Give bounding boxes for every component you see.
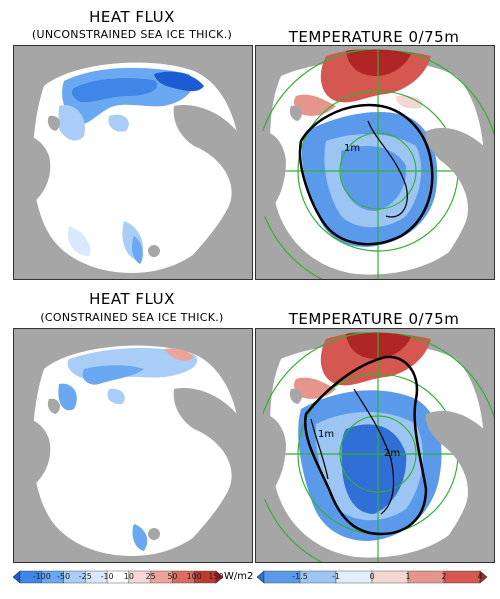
temperature-colorbar-tick-label: 1 <box>405 572 411 581</box>
temperature-colorbar-max-arrow <box>479 570 488 584</box>
temperature-unconstrained-map: 1m <box>255 45 495 280</box>
panel2-title: TEMPERATURE 0/75m <box>288 28 460 46</box>
heat-flux-colorbar-tick-label: -100 <box>32 572 51 581</box>
heat-flux-colorbar-tick-label: 10 <box>123 572 134 581</box>
temperature-colorbar-min-arrow <box>256 570 265 584</box>
panel3-title: HEAT FLUX <box>89 290 175 308</box>
heat-flux-colorbar-min-arrow <box>12 570 21 584</box>
heat-flux-unit-label: W/m2 <box>224 571 254 582</box>
heat-flux-constrained-map <box>13 328 253 563</box>
heat-flux-colorbar-max-arrow <box>215 570 224 584</box>
heat-flux-colorbar-tick-label: 100 <box>186 572 202 581</box>
temperature-colorbar-tick-label: 4 <box>477 572 483 581</box>
heat-flux-colorbar-tick-label: 50 <box>167 572 178 581</box>
panel1-subtitle: (UNCONSTRAINED SEA ICE THICK.) <box>31 28 233 41</box>
temperature-constrained-map: 1m 2m <box>255 328 495 563</box>
heat-flux-colorbar-tick-label: -50 <box>57 572 71 581</box>
contour-label-1m: 1m <box>318 429 334 440</box>
temperature-colorbar-tick-label: 2 <box>441 572 447 581</box>
temperature-colorbar-tick-label: -1.5 <box>292 572 308 581</box>
heat-flux-colorbar-tick-label: 25 <box>145 572 156 581</box>
panel1-title: HEAT FLUX <box>89 8 175 26</box>
heat-flux-colorbar <box>12 569 224 584</box>
heat-flux-colorbar-tick-label: 150 <box>208 572 224 581</box>
panel3-subtitle: (CONSTRAINED SEA ICE THICK.) <box>40 311 224 324</box>
contour-label-2m: 2m <box>384 448 400 459</box>
heat-flux-colorbar-tick-label: -10 <box>100 572 114 581</box>
heat-flux-unconstrained-map <box>13 45 253 280</box>
temperature-colorbar-tick-label: 0 <box>369 572 375 581</box>
temperature-colorbar-tick-label: -1 <box>332 572 340 581</box>
temperature-colorbar <box>256 569 488 584</box>
contour-label-1m: 1m <box>344 143 360 154</box>
heat-flux-colorbar-tick-label: -25 <box>78 572 92 581</box>
panel4-title: TEMPERATURE 0/75m <box>288 310 460 328</box>
